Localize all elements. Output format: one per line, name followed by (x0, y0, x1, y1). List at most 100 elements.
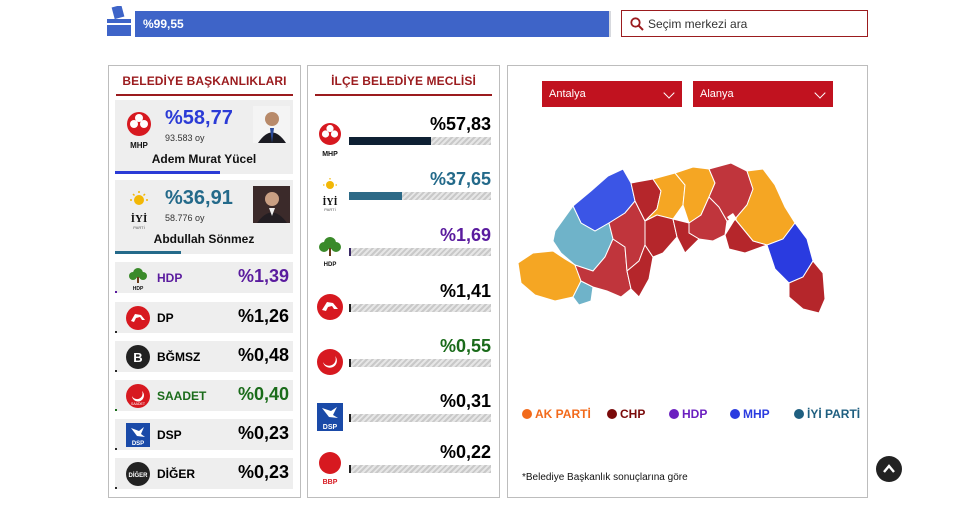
council-percentage: %0,55 (439, 336, 491, 356)
candidate-card-mhp[interactable]: MHP %58,77 93.583 oy Adem Murat Yücel (115, 100, 293, 174)
council-share-fill (349, 248, 352, 256)
council-row-dp[interactable]: %1,41 (308, 281, 501, 331)
legend-item: AK PARTİ (522, 407, 591, 421)
hdp-logo-icon: HDP (319, 237, 341, 268)
party-card-dp[interactable]: DP %1,26 (115, 302, 293, 333)
legend-item: MHP (730, 407, 770, 421)
svg-text:PARTİ: PARTİ (324, 207, 335, 212)
legend-item: CHP (607, 407, 645, 421)
council-row-bbp[interactable]: BBP %0,22 (308, 442, 501, 492)
legend-label: MHP (743, 407, 770, 421)
party-share-bar (115, 331, 118, 333)
party-card-diger[interactable]: DİĞER DİĞER %0,23 (115, 458, 293, 489)
candidate-card-iyi[interactable]: İYİ PARTİ %36,91 58.776 oy Abdullah Sönm… (115, 180, 293, 254)
svg-text:MHP: MHP (322, 151, 338, 158)
council-percentage: %0,31 (439, 391, 491, 411)
svg-text:DSP: DSP (323, 424, 338, 431)
search-box[interactable] (621, 10, 868, 37)
candidate-share-bar (115, 251, 181, 254)
svg-text:MHP: MHP (130, 141, 148, 150)
legend-label: CHP (620, 407, 646, 421)
candidate-name: Abdullah Sönmez (153, 232, 255, 246)
legend-dot (730, 409, 740, 419)
ballot-box-icon (107, 6, 131, 36)
iyi-party-logo-icon: İYİ PARTİ (322, 178, 338, 212)
mhp-logo-icon: MHP (319, 123, 341, 158)
province-select[interactable]: Antalya (542, 81, 682, 107)
candidate-share-bar (115, 171, 220, 174)
svg-text:DİĞER: DİĞER (128, 471, 148, 479)
council-share-track (349, 192, 491, 200)
chevron-down-icon (814, 87, 826, 99)
candidate-percentage: %58,77 (165, 107, 233, 129)
search-input[interactable] (648, 14, 858, 33)
legend-dot (522, 409, 532, 419)
council-percentage: %1,69 (439, 225, 491, 245)
party-card-dsp[interactable]: DSP DSP %0,23 (115, 419, 293, 450)
svg-text:İYİ: İYİ (131, 213, 148, 225)
party-percentage: %1,39 (237, 266, 289, 286)
council-percentage: %0,22 (439, 442, 491, 462)
map-footnote: *Belediye Başkanlık sonuçlarına göre (522, 472, 688, 483)
legend-dot (669, 409, 679, 419)
council-share-fill (349, 414, 351, 422)
map-district (644, 214, 678, 258)
svg-text:HDP: HDP (324, 262, 337, 268)
council-share-track (349, 248, 491, 256)
council-row-saadet[interactable]: %0,55 (308, 336, 501, 386)
iyi-party-logo-icon: İYİ PARTİ (130, 191, 148, 230)
dsp-logo-icon: DSP (317, 403, 343, 431)
legend-item: HDP (669, 407, 707, 421)
party-card-saadet[interactable]: SAADET SAADET %0,40 (115, 380, 293, 411)
svg-text:BBP: BBP (323, 479, 338, 486)
chevron-up-icon (883, 464, 895, 473)
council-share-track (349, 304, 491, 312)
legend-label: HDP (682, 407, 708, 421)
counting-progress-fill (135, 11, 609, 37)
party-percentage: %0,23 (237, 462, 289, 482)
party-name: HDP (157, 271, 183, 285)
dp-logo-icon (126, 306, 150, 330)
council-share-fill (349, 192, 403, 200)
council-results-panel: İLÇE BELEDİYE MECLİSİ MHP %57,83 İYİ PAR… (307, 65, 500, 498)
council-percentage: %57,83 (429, 114, 491, 134)
party-card-hdp[interactable]: HDP HDP %1,39 (115, 262, 293, 293)
counting-progress-bar: %99,55 (135, 11, 611, 37)
candidate-photo (253, 106, 290, 143)
mhp-logo-icon: MHP (127, 112, 151, 150)
council-row-hdp[interactable]: HDP %1,69 (308, 225, 501, 275)
council-share-track (349, 359, 491, 367)
legend-dot (794, 409, 804, 419)
candidate-votes: 58.776 oy (165, 213, 205, 223)
scroll-to-top-button[interactable] (876, 456, 902, 482)
party-percentage: %0,48 (237, 345, 289, 365)
council-row-dsp[interactable]: DSP %0,31 (308, 391, 501, 441)
party-card-bagimsiz[interactable]: B BĞMSZ %0,48 (115, 341, 293, 372)
search-icon (630, 17, 644, 31)
council-row-iyi[interactable]: İYİ PARTİ %37,65 (308, 169, 501, 219)
legend-label: AK PARTİ (535, 407, 591, 421)
counting-progress-label: %99,55 (143, 17, 184, 31)
antalya-district-map[interactable] (513, 161, 833, 326)
map-selected-marker (727, 213, 737, 223)
map-panel: Antalya Alanya AK PAR (507, 65, 868, 498)
party-share-bar (115, 448, 117, 450)
district-select[interactable]: Alanya (693, 81, 833, 107)
party-percentage: %0,23 (237, 423, 289, 443)
map-district (788, 260, 826, 314)
dsp-logo-icon: DSP (126, 423, 150, 447)
chevron-down-icon (663, 87, 675, 99)
council-share-track (349, 414, 491, 422)
legend-label: İYİ PARTİ (807, 407, 861, 421)
party-percentage: %0,40 (237, 384, 289, 404)
council-percentage: %37,65 (429, 169, 491, 189)
province-select-value: Antalya (549, 88, 586, 100)
other-parties-logo-icon: DİĞER (126, 462, 150, 486)
svg-text:B: B (133, 350, 142, 365)
saadet-logo-icon (317, 349, 343, 375)
council-share-fill (349, 465, 351, 473)
council-panel-title: İLÇE BELEDİYE MECLİSİ (315, 72, 492, 96)
council-share-track (349, 137, 491, 145)
party-share-bar (115, 409, 117, 411)
council-row-mhp[interactable]: MHP %57,83 (308, 114, 501, 164)
